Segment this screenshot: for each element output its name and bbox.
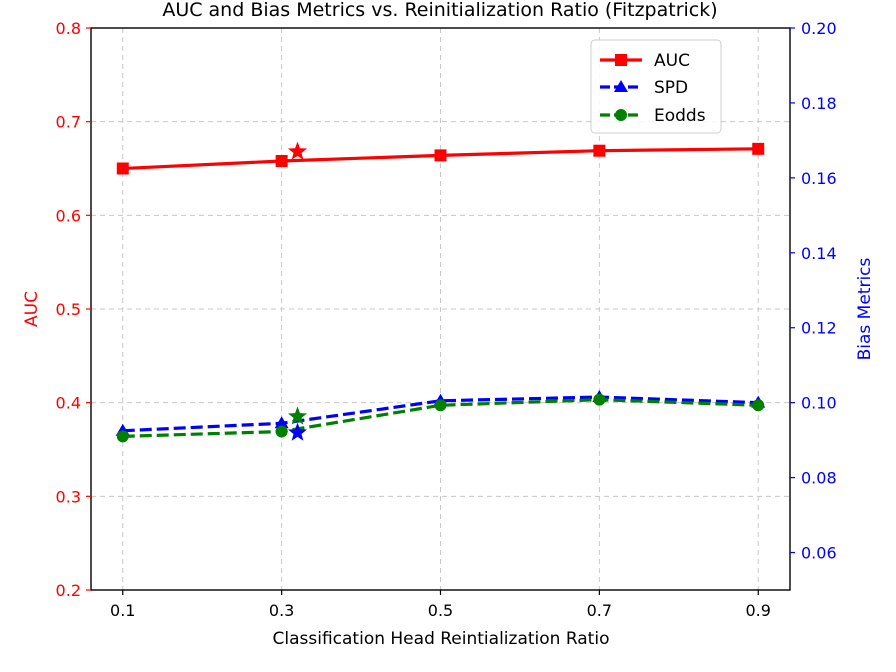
y-left-tick-label: 0.5 xyxy=(56,300,81,319)
y-left-tick-label: 0.3 xyxy=(56,487,81,506)
series-auc xyxy=(116,142,765,175)
legend-marker-eodds xyxy=(615,109,627,121)
series-layer xyxy=(115,141,766,443)
y-left-tick-label: 0.8 xyxy=(56,19,81,38)
y-left-tick-label: 0.7 xyxy=(56,113,81,132)
x-tick-label: 0.5 xyxy=(428,601,453,620)
y-axis-label-right: Bias Metrics xyxy=(855,257,875,360)
y-left-tick-label: 0.6 xyxy=(56,206,81,225)
data-point-auc xyxy=(593,144,606,157)
data-point-eodds xyxy=(275,425,288,438)
y-right-tick-label: 0.20 xyxy=(801,19,837,38)
x-tick-label: 0.7 xyxy=(587,601,612,620)
series-eodds xyxy=(116,393,765,443)
data-point-auc xyxy=(116,162,129,175)
data-point-eodds xyxy=(434,399,447,412)
y-right-tick-label: 0.12 xyxy=(801,319,837,338)
data-point-eodds xyxy=(116,430,129,443)
legend-label-spd: SPD xyxy=(654,78,688,98)
data-point-auc xyxy=(752,142,765,155)
legend-marker-auc xyxy=(615,54,627,66)
x-tick-label: 0.3 xyxy=(269,601,294,620)
y-left-tick-label: 0.2 xyxy=(56,581,81,600)
ticks: 0.1 0.3 0.5 0.7 0.9 0.2 0.3 0.4 0.5 0.6 0.7 0.8 0.06… xyxy=(56,19,837,620)
legend-label-eodds: Eodds xyxy=(654,106,706,126)
x-axis-label: Classification Head Reintialization Rati… xyxy=(273,629,610,649)
legend-marker-spd xyxy=(614,80,628,92)
y-right-tick-label: 0.08 xyxy=(801,469,837,488)
highlight-star-eodds xyxy=(288,406,308,425)
legend-entry-auc: AUC xyxy=(600,51,690,71)
series-line-eodds xyxy=(122,398,759,438)
highlight-star-auc xyxy=(288,141,308,160)
legend: AUC SPD Eodds xyxy=(590,39,722,134)
legend-entry-eodds: Eodds xyxy=(600,106,706,126)
x-tick-label: 0.1 xyxy=(110,601,135,620)
x-tick-label: 0.9 xyxy=(746,601,771,620)
chart-title: AUC and Bias Metrics vs. Reinitializatio… xyxy=(162,0,717,21)
y-axis-label-left: AUC xyxy=(22,291,42,327)
y-right-tick-label: 0.14 xyxy=(801,244,837,263)
y-right-tick-label: 0.18 xyxy=(801,94,837,113)
data-point-auc xyxy=(275,155,288,168)
highlight-star-spd xyxy=(288,422,308,441)
y-left-tick-label: 0.4 xyxy=(56,394,81,413)
y-right-tick-label: 0.10 xyxy=(801,394,837,413)
series-line-spd xyxy=(122,395,759,433)
data-point-spd xyxy=(274,416,289,429)
y-right-tick-label: 0.16 xyxy=(801,169,837,188)
legend-entry-spd: SPD xyxy=(600,78,688,98)
data-point-eodds xyxy=(593,393,606,406)
data-point-auc xyxy=(434,149,447,162)
data-point-eodds xyxy=(752,399,765,412)
legend-label-auc: AUC xyxy=(654,51,690,71)
y-right-tick-label: 0.06 xyxy=(801,544,837,563)
